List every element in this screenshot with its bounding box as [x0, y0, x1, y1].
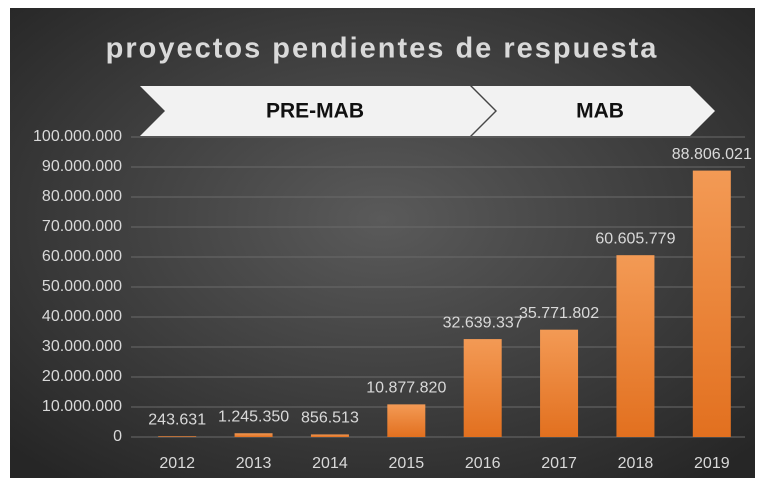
bar — [616, 255, 655, 437]
y-tick-label: 100.000.000 — [33, 128, 122, 145]
y-tick-label: 40.000.000 — [42, 308, 122, 325]
data-label: 32.639.337 — [443, 314, 523, 331]
y-tick-label: 30.000.000 — [42, 338, 122, 355]
y-tick-label: 80.000.000 — [42, 188, 122, 205]
chart-title: proyectos pendientes de respuesta — [106, 33, 659, 65]
y-tick-label: 10.000.000 — [42, 398, 122, 415]
bar — [540, 329, 579, 437]
x-tick-label: 2013 — [236, 455, 272, 472]
y-tick-label: 0 — [113, 428, 122, 445]
data-label: 10.877.820 — [366, 380, 446, 397]
y-tick-label: 90.000.000 — [42, 158, 122, 175]
phase-label: MAB — [576, 100, 624, 123]
bar — [310, 434, 349, 437]
bar — [463, 339, 502, 437]
x-tick-label: 2018 — [618, 455, 654, 472]
chevron — [472, 86, 715, 136]
x-tick-label: 2014 — [312, 455, 348, 472]
data-label: 35.771.802 — [519, 305, 599, 322]
bar — [387, 404, 426, 437]
y-tick-label: 20.000.000 — [42, 368, 122, 385]
x-tick-label: 2016 — [465, 455, 501, 472]
chevron — [140, 86, 495, 136]
x-tick-label: 2019 — [694, 455, 730, 472]
y-tick-label: 50.000.000 — [42, 278, 122, 295]
bar — [692, 170, 731, 437]
data-label: 856.513 — [301, 410, 359, 427]
data-label: 1.245.350 — [218, 408, 289, 425]
bar — [158, 436, 197, 437]
data-label: 243.631 — [148, 411, 206, 428]
x-tick-label: 2017 — [541, 455, 577, 472]
data-label: 60.605.779 — [595, 230, 675, 247]
x-tick-label: 2015 — [389, 455, 425, 472]
data-label: 88.806.021 — [672, 146, 752, 163]
y-tick-label: 70.000.000 — [42, 218, 122, 235]
bar — [234, 433, 273, 437]
phase-label: PRE-MAB — [266, 100, 364, 123]
y-tick-label: 60.000.000 — [42, 248, 122, 265]
x-tick-label: 2012 — [159, 455, 195, 472]
